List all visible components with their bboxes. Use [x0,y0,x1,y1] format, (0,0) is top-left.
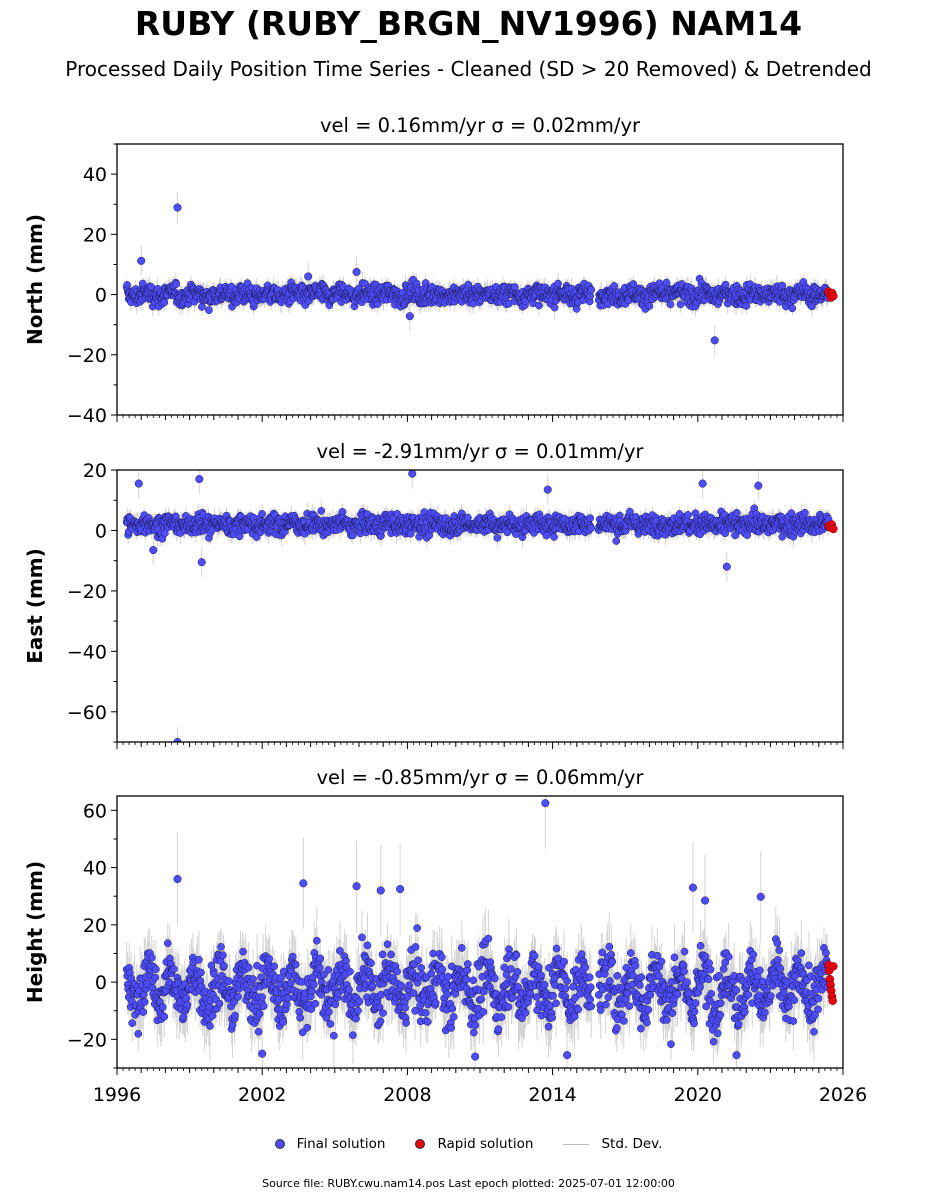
y-tick-label: 0 [95,285,107,307]
y-tick-label: −20 [67,345,107,367]
final-solution-point [406,529,415,538]
final-solution-point [645,302,654,310]
final-solution-point [352,267,361,277]
final-solution-point [137,256,146,265]
figure-title: RUBY (RUBY_BRGN_NV1996) NAM14 [134,4,803,43]
final-solution-point [788,304,797,313]
final-solution-point [304,272,313,281]
std-dev-bars [126,192,829,356]
final-solution-point [808,302,816,311]
final-solution-point [666,300,675,309]
panel-title: vel = 0.16mm/yr σ = 0.02mm/yr [320,114,641,137]
final-solution-point [535,301,543,310]
final-solution-point [710,336,719,345]
panel-1-data [122,192,838,356]
final-solution-point [511,283,519,291]
final-solution-point [258,510,266,518]
final-solution-point [464,280,473,289]
final-solution-point [235,532,244,541]
y-axis-label: North (mm) [23,214,47,345]
final-solution-point [173,203,182,212]
figure-subtitle: Processed Daily Position Time Series - C… [65,57,872,81]
final-solution-point [778,281,787,290]
final-solution-point [205,306,213,315]
final-solution-points [122,203,833,345]
rapid-solution-point [829,291,838,301]
final-solution-point [252,533,261,542]
y-tick-label: 40 [83,164,107,186]
panel-2-data [122,470,838,742]
final-solution-point [587,286,596,294]
y-tick-label: 20 [83,224,107,246]
std-dev-bars [126,470,829,742]
panel-1: −40 −20 0 20 40 vel = 0.16mm/yr σ = 0.02mm/yr… [23,114,844,427]
final-solution-point [160,298,169,307]
final-solution-point [349,531,357,540]
final-solution-point [742,302,751,310]
final-solution-point [550,303,559,312]
rapid-solution-points [824,287,838,302]
final-solution-point [172,280,181,288]
final-solution-point [554,279,562,288]
final-solution-point [629,280,638,288]
y-tick-label: −40 [67,405,107,427]
final-solution-point [317,507,326,515]
final-solution-point [676,300,685,309]
final-solution-points [122,470,833,742]
final-solution-point [405,312,414,321]
final-solution-point [198,303,206,311]
